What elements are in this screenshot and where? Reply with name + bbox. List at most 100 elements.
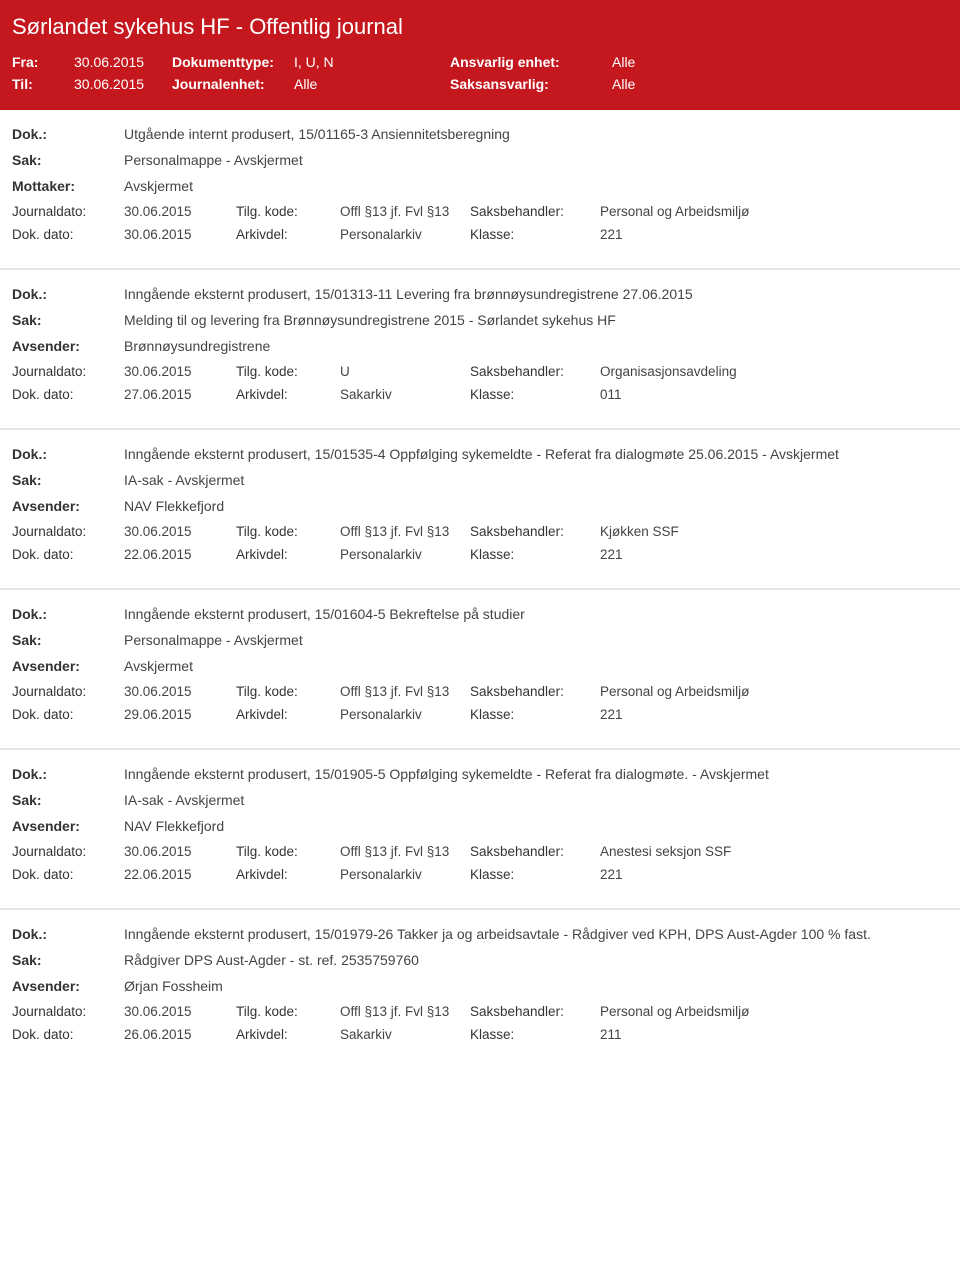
tilgkode-label: Tilg. kode: bbox=[236, 1004, 340, 1019]
saksbehandler-label: Saksbehandler: bbox=[470, 204, 600, 219]
dokdato-value: 22.06.2015 bbox=[124, 867, 236, 882]
party-label: Mottaker: bbox=[12, 178, 124, 194]
page-header: Sørlandet sykehus HF - Offentlig journal… bbox=[0, 0, 960, 110]
klasse-label: Klasse: bbox=[470, 547, 600, 562]
klasse-value: 221 bbox=[600, 547, 948, 562]
tilgkode-value: Offl §13 jf. Fvl §13 bbox=[340, 524, 470, 539]
saksbehandler-value: Organisasjonsavdeling bbox=[600, 364, 948, 379]
saksansvarlig-label: Saksansvarlig: bbox=[450, 76, 612, 92]
dok-label: Dok.: bbox=[12, 446, 124, 462]
journaldato-value: 30.06.2015 bbox=[124, 524, 236, 539]
sak-value: Melding til og levering fra Brønnøysundr… bbox=[124, 312, 948, 328]
sak-label: Sak: bbox=[12, 632, 124, 648]
party-label: Avsender: bbox=[12, 818, 124, 834]
dokumenttype-label: Dokumenttype: bbox=[172, 54, 294, 70]
party-value: Avskjermet bbox=[124, 658, 948, 674]
klasse-label: Klasse: bbox=[470, 227, 600, 242]
dokdato-label: Dok. dato: bbox=[12, 227, 124, 242]
arkivdel-value: Personalarkiv bbox=[340, 867, 470, 882]
journaldato-label: Journaldato: bbox=[12, 364, 124, 379]
party-value: Ørjan Fossheim bbox=[124, 978, 948, 994]
dokdato-value: 29.06.2015 bbox=[124, 707, 236, 722]
dokdato-label: Dok. dato: bbox=[12, 1027, 124, 1042]
tilgkode-value: U bbox=[340, 364, 470, 379]
dokdato-value: 26.06.2015 bbox=[124, 1027, 236, 1042]
klasse-value: 221 bbox=[600, 867, 948, 882]
dok-value: Inngående eksternt produsert, 15/01313-1… bbox=[124, 286, 948, 302]
sak-label: Sak: bbox=[12, 952, 124, 968]
dok-value: Inngående eksternt produsert, 15/01535-4… bbox=[124, 446, 948, 462]
dok-value: Inngående eksternt produsert, 15/01905-5… bbox=[124, 766, 948, 782]
journaldato-label: Journaldato: bbox=[12, 1004, 124, 1019]
tilgkode-label: Tilg. kode: bbox=[236, 364, 340, 379]
fra-value: 30.06.2015 bbox=[74, 54, 172, 70]
saksbehandler-label: Saksbehandler: bbox=[470, 364, 600, 379]
sak-value: IA-sak - Avskjermet bbox=[124, 472, 948, 488]
dokdato-label: Dok. dato: bbox=[12, 707, 124, 722]
tilgkode-value: Offl §13 jf. Fvl §13 bbox=[340, 204, 470, 219]
page-title: Sørlandet sykehus HF - Offentlig journal bbox=[12, 14, 948, 40]
dokdato-value: 30.06.2015 bbox=[124, 227, 236, 242]
sak-value: IA-sak - Avskjermet bbox=[124, 792, 948, 808]
arkivdel-value: Personalarkiv bbox=[340, 227, 470, 242]
saksbehandler-value: Personal og Arbeidsmiljø bbox=[600, 204, 948, 219]
tilgkode-value: Offl §13 jf. Fvl §13 bbox=[340, 844, 470, 859]
dok-value: Inngående eksternt produsert, 15/01604-5… bbox=[124, 606, 948, 622]
klasse-label: Klasse: bbox=[470, 1027, 600, 1042]
arkivdel-label: Arkivdel: bbox=[236, 867, 340, 882]
dok-value: Utgående internt produsert, 15/01165-3 A… bbox=[124, 126, 948, 142]
tilgkode-value: Offl §13 jf. Fvl §13 bbox=[340, 1004, 470, 1019]
tilgkode-value: Offl §13 jf. Fvl §13 bbox=[340, 684, 470, 699]
party-label: Avsender: bbox=[12, 338, 124, 354]
arkivdel-label: Arkivdel: bbox=[236, 387, 340, 402]
journaldato-label: Journaldato: bbox=[12, 844, 124, 859]
saksbehandler-label: Saksbehandler: bbox=[470, 684, 600, 699]
party-label: Avsender: bbox=[12, 498, 124, 514]
saksbehandler-value: Anestesi seksjon SSF bbox=[600, 844, 948, 859]
dokdato-label: Dok. dato: bbox=[12, 387, 124, 402]
klasse-value: 221 bbox=[600, 227, 948, 242]
party-label: Avsender: bbox=[12, 978, 124, 994]
journal-entry: Dok.: Inngående eksternt produsert, 15/0… bbox=[0, 910, 960, 1068]
dok-label: Dok.: bbox=[12, 126, 124, 142]
arkivdel-label: Arkivdel: bbox=[236, 227, 340, 242]
arkivdel-label: Arkivdel: bbox=[236, 707, 340, 722]
klasse-label: Klasse: bbox=[470, 387, 600, 402]
saksansvarlig-value: Alle bbox=[612, 76, 635, 92]
saksbehandler-value: Personal og Arbeidsmiljø bbox=[600, 1004, 948, 1019]
sak-value: Personalmappe - Avskjermet bbox=[124, 152, 948, 168]
dokumenttype-value: I, U, N bbox=[294, 54, 450, 70]
arkivdel-value: Personalarkiv bbox=[340, 707, 470, 722]
saksbehandler-label: Saksbehandler: bbox=[470, 844, 600, 859]
dok-value: Inngående eksternt produsert, 15/01979-2… bbox=[124, 926, 948, 942]
journal-entry: Dok.: Inngående eksternt produsert, 15/0… bbox=[0, 270, 960, 430]
dok-label: Dok.: bbox=[12, 606, 124, 622]
dok-label: Dok.: bbox=[12, 926, 124, 942]
entries-list: Dok.: Utgående internt produsert, 15/011… bbox=[0, 110, 960, 1068]
journal-entry: Dok.: Inngående eksternt produsert, 15/0… bbox=[0, 750, 960, 910]
ansvarlig-value: Alle bbox=[612, 54, 635, 70]
dok-label: Dok.: bbox=[12, 286, 124, 302]
party-label: Avsender: bbox=[12, 658, 124, 674]
journalenhet-label: Journalenhet: bbox=[172, 76, 294, 92]
tilgkode-label: Tilg. kode: bbox=[236, 524, 340, 539]
journaldato-value: 30.06.2015 bbox=[124, 204, 236, 219]
klasse-value: 011 bbox=[600, 387, 948, 402]
header-row-2: Til: 30.06.2015 Journalenhet: Alle Saksa… bbox=[12, 76, 948, 92]
dokdato-value: 27.06.2015 bbox=[124, 387, 236, 402]
sak-label: Sak: bbox=[12, 472, 124, 488]
party-value: NAV Flekkefjord bbox=[124, 498, 948, 514]
saksbehandler-label: Saksbehandler: bbox=[470, 524, 600, 539]
dokdato-label: Dok. dato: bbox=[12, 867, 124, 882]
ansvarlig-label: Ansvarlig enhet: bbox=[450, 54, 612, 70]
journal-entry: Dok.: Utgående internt produsert, 15/011… bbox=[0, 110, 960, 270]
arkivdel-value: Personalarkiv bbox=[340, 547, 470, 562]
saksbehandler-label: Saksbehandler: bbox=[470, 1004, 600, 1019]
arkivdel-value: Sakarkiv bbox=[340, 1027, 470, 1042]
arkivdel-label: Arkivdel: bbox=[236, 547, 340, 562]
party-value: NAV Flekkefjord bbox=[124, 818, 948, 834]
journaldato-value: 30.06.2015 bbox=[124, 1004, 236, 1019]
arkivdel-label: Arkivdel: bbox=[236, 1027, 340, 1042]
klasse-value: 211 bbox=[600, 1027, 948, 1042]
journalenhet-value: Alle bbox=[294, 76, 450, 92]
